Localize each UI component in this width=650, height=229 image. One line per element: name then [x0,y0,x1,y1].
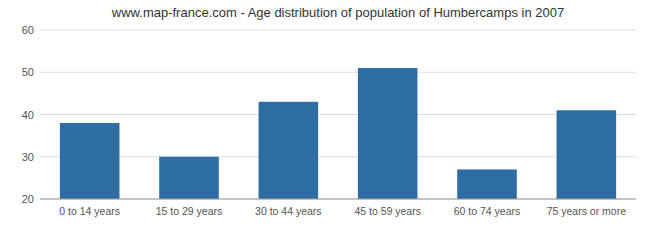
bar [259,102,319,199]
grid-line [40,114,636,115]
grid-line [40,156,636,157]
y-tick-label: 40 [22,109,34,121]
grid-line [40,199,636,200]
x-tick-label: 45 to 59 years [354,205,421,217]
x-tick-label: 60 to 74 years [454,205,521,217]
y-tick-label: 60 [22,24,34,36]
y-axis: 20 30 40 50 60 [22,24,34,205]
chart-container: www.map-france.com - Age distribution of… [0,0,650,229]
x-axis-line [40,199,636,200]
x-tick-label: 75 years or more [547,205,627,217]
bar [60,123,120,199]
x-axis: 0 to 14 years 15 to 29 years 30 to 44 year… [40,199,636,217]
y-tick-label: 30 [22,151,34,163]
page: {"chart_data": {"type": "bar", "title": … [0,0,650,229]
chart: www.map-france.com - Age distribution of… [0,0,650,229]
title: www.map-france.com - Age distribution of… [111,5,564,20]
y-tick-label: 20 [22,193,34,205]
bar [159,157,219,199]
y-tick-label: 50 [22,66,34,78]
bar [358,68,418,199]
bar [557,110,617,199]
bar [457,169,517,199]
x-tick-label: 30 to 44 years [255,205,322,217]
grid [40,30,636,199]
x-tick-label: 0 to 14 years [59,205,120,217]
grid-line [40,72,636,73]
bars [60,68,616,199]
grid-line [40,30,636,31]
x-tick-label: 15 to 29 years [156,205,223,217]
